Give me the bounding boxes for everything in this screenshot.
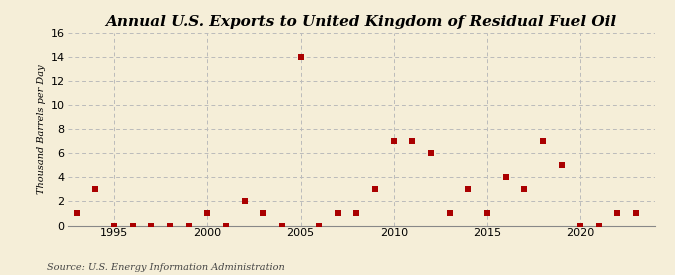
- Point: [407, 139, 418, 144]
- Point: [612, 211, 623, 216]
- Title: Annual U.S. Exports to United Kingdom of Residual Fuel Oil: Annual U.S. Exports to United Kingdom of…: [105, 15, 617, 29]
- Point: [575, 223, 586, 228]
- Point: [221, 223, 232, 228]
- Point: [500, 175, 511, 180]
- Text: Source: U.S. Energy Information Administration: Source: U.S. Energy Information Administ…: [47, 263, 285, 272]
- Point: [146, 223, 157, 228]
- Point: [314, 223, 325, 228]
- Point: [165, 223, 176, 228]
- Point: [72, 211, 82, 216]
- Point: [90, 187, 101, 192]
- Point: [184, 223, 194, 228]
- Y-axis label: Thousand Barrels per Day: Thousand Barrels per Day: [37, 64, 47, 194]
- Point: [556, 163, 567, 167]
- Point: [351, 211, 362, 216]
- Point: [630, 211, 641, 216]
- Point: [481, 211, 492, 216]
- Point: [593, 223, 604, 228]
- Point: [463, 187, 474, 192]
- Point: [537, 139, 548, 144]
- Point: [128, 223, 138, 228]
- Point: [370, 187, 381, 192]
- Point: [109, 223, 119, 228]
- Point: [519, 187, 530, 192]
- Point: [258, 211, 269, 216]
- Point: [277, 223, 288, 228]
- Point: [332, 211, 343, 216]
- Point: [295, 55, 306, 59]
- Point: [426, 151, 437, 155]
- Point: [388, 139, 399, 144]
- Point: [444, 211, 455, 216]
- Point: [202, 211, 213, 216]
- Point: [239, 199, 250, 204]
